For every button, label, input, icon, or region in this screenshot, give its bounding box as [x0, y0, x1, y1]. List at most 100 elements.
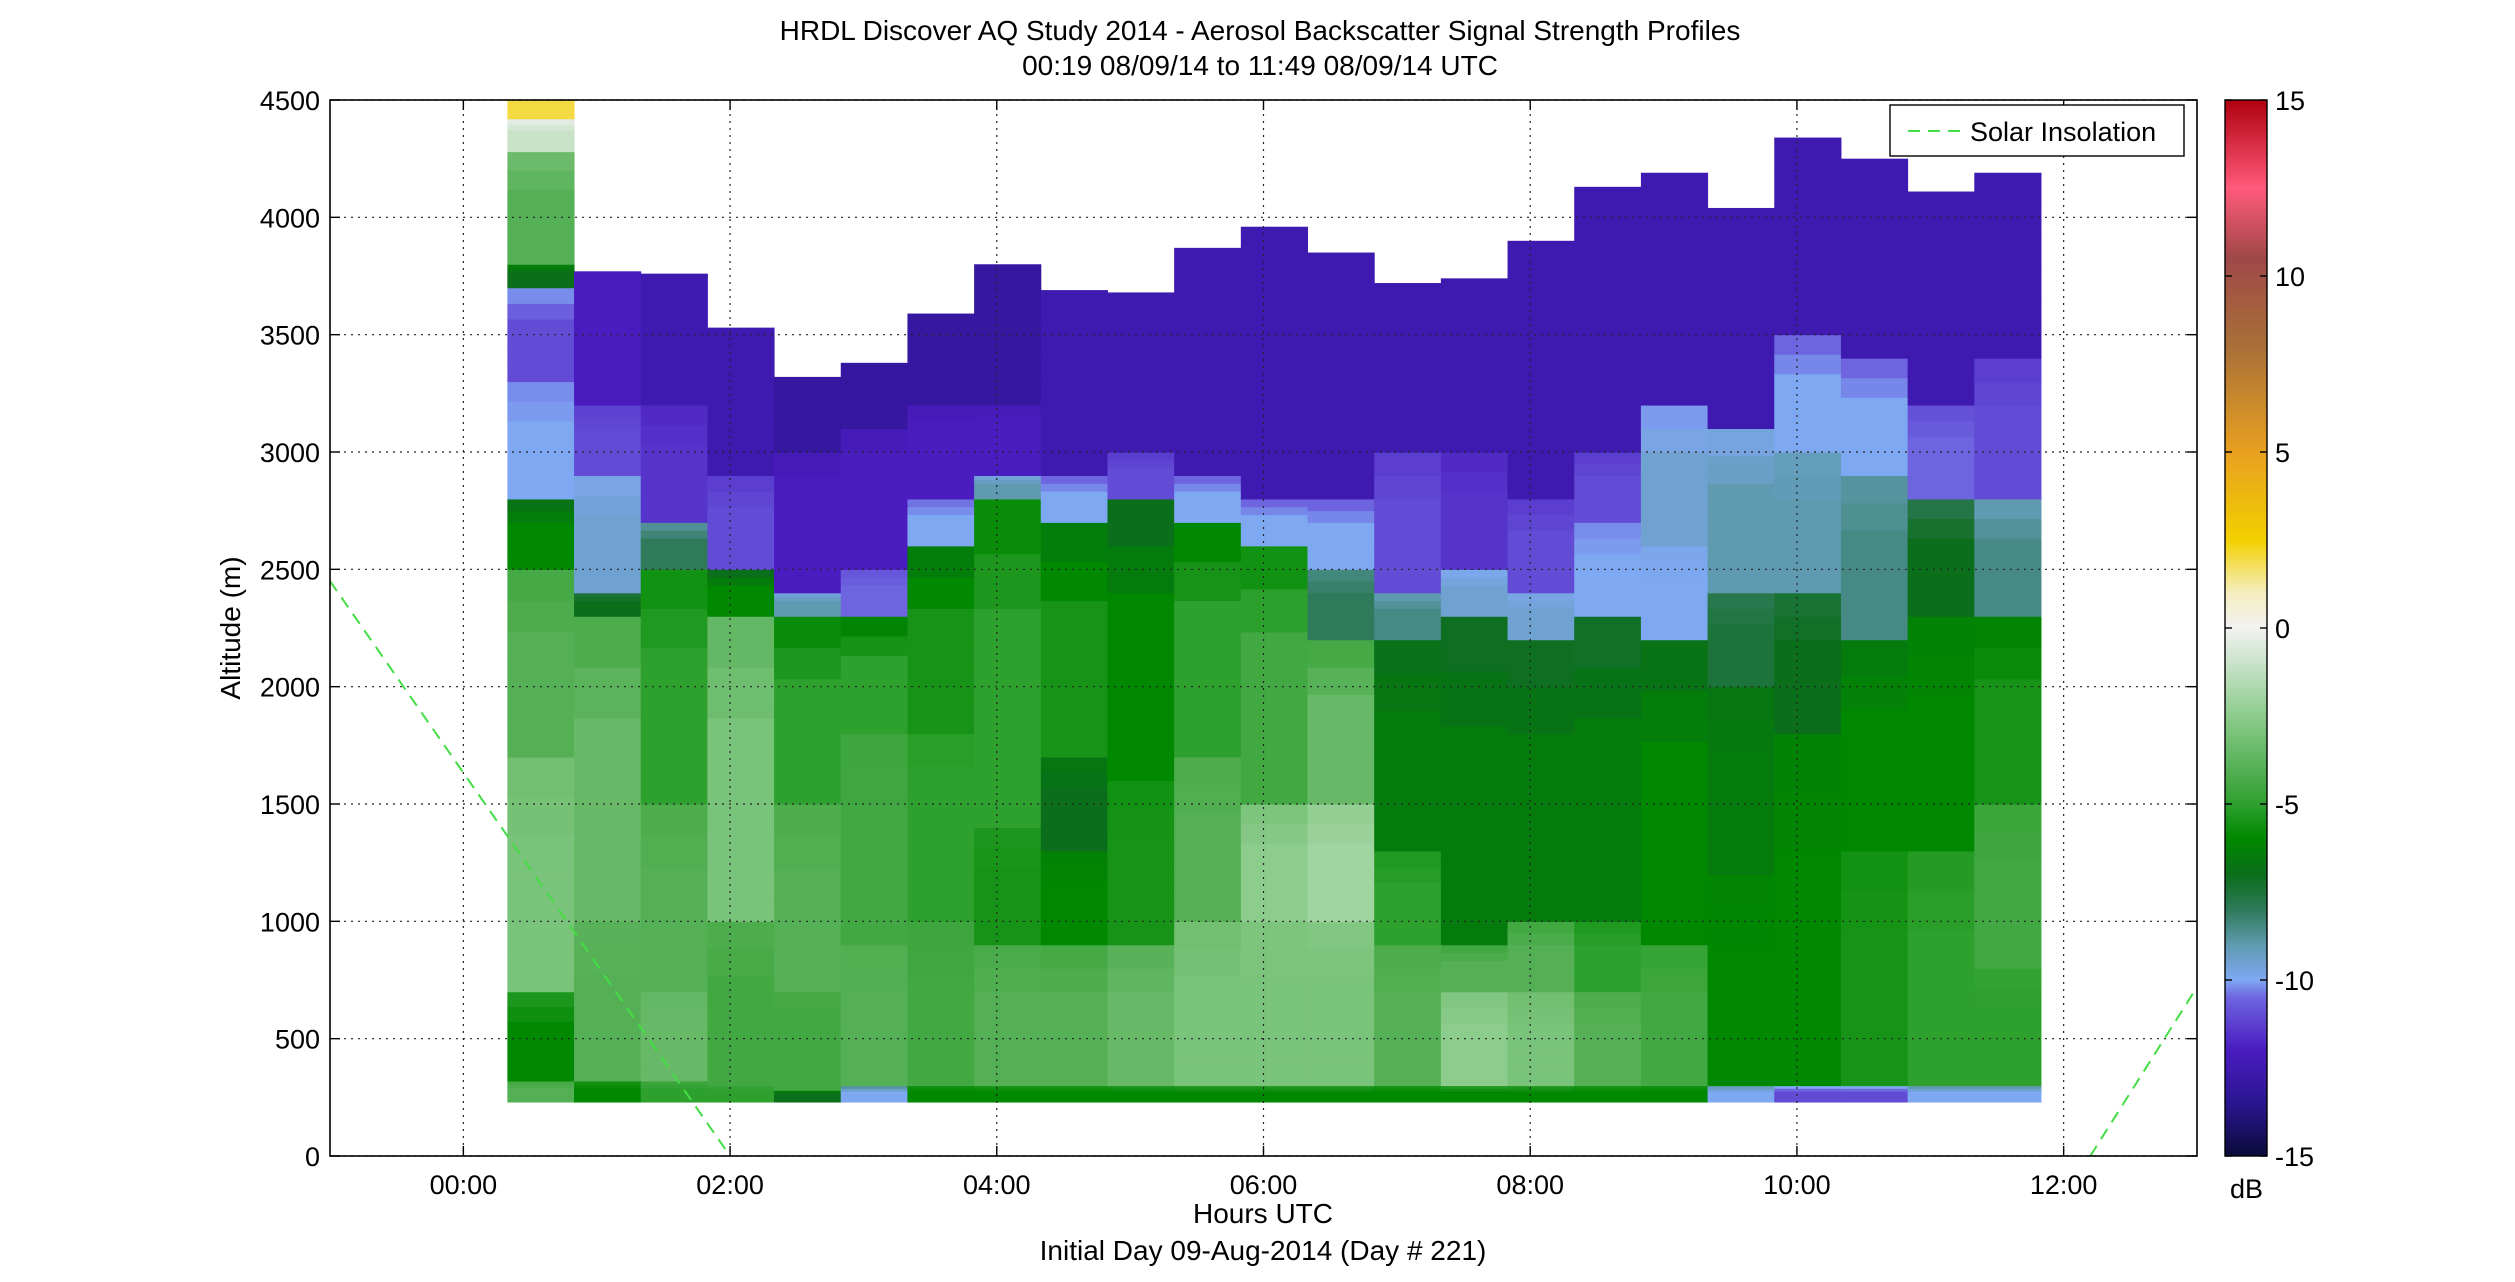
- heatmap-cell: [1840, 397, 1909, 418]
- heatmap-cell: [1774, 268, 1842, 303]
- x-ticks: 00:00 02:00 04:00 06:00 08:00 10:00 12:00: [430, 100, 2097, 1200]
- heatmap-cell: [1040, 788, 1108, 805]
- heatmap-cell: [1774, 475, 1842, 500]
- heatmap-cell: [1040, 483, 1108, 492]
- heatmap-cell: [574, 452, 642, 465]
- heatmap-cell: [574, 596, 642, 602]
- heatmap-cell: [1774, 1099, 1842, 1103]
- heatmap-cell: [1840, 890, 1909, 930]
- heatmap-cell: [1307, 901, 1375, 922]
- heatmap-cell: [1040, 491, 1108, 500]
- heatmap-cell: [907, 514, 975, 523]
- heatmap-cell: [774, 401, 842, 415]
- heatmap-cell: [507, 106, 575, 110]
- heatmap-cell: [507, 100, 575, 104]
- heatmap-cell: [1240, 1099, 1309, 1103]
- heatmap-cell: [907, 1099, 975, 1103]
- heatmap-cell: [1240, 901, 1309, 922]
- heatmap-cell: [1040, 882, 1108, 899]
- heatmap-cell: [1374, 639, 1442, 676]
- heatmap-cell: [1174, 948, 1242, 977]
- heatmap-cell: [1440, 1054, 1509, 1071]
- heatmap-cell: [640, 483, 708, 504]
- heatmap-cell: [1574, 819, 1642, 871]
- heatmap-cell: [840, 608, 908, 617]
- heatmap-cell: [1640, 1015, 1709, 1040]
- heatmap-cell: [1507, 412, 1575, 457]
- heatmap-cell: [1507, 956, 1575, 969]
- heatmap-cell: [1507, 455, 1575, 500]
- heatmap-cell: [507, 303, 575, 320]
- heatmap-cell: [840, 577, 908, 586]
- heatmap-cell: [1040, 290, 1108, 322]
- heatmap-cell: [907, 1085, 975, 1089]
- heatmap-cell: [974, 491, 1042, 496]
- heatmap-cell: [1840, 1093, 1909, 1098]
- heatmap-cell: [774, 426, 842, 440]
- heatmap-cell: [1307, 843, 1375, 864]
- heatmap-cell: [1707, 780, 1775, 813]
- heatmap-cell: [1907, 483, 1975, 500]
- heatmap-cell: [1774, 733, 1842, 793]
- heatmap-cell: [774, 1094, 842, 1097]
- heatmap-cell: [1307, 569, 1375, 582]
- heatmap-cell: [1774, 850, 1842, 911]
- heatmap-cell: [1974, 538, 2042, 559]
- heatmap-cell: [1707, 874, 1775, 911]
- heatmap-cell: [507, 279, 575, 285]
- heatmap-cell: [974, 1038, 1042, 1063]
- heatmap-cell: [574, 608, 642, 613]
- heatmap-cell: [574, 463, 642, 476]
- heatmap-cell: [1774, 663, 1842, 688]
- heatmap-cell: [907, 538, 975, 547]
- heatmap-cell: [840, 428, 908, 453]
- heatmap-cell: [640, 339, 708, 362]
- heatmap-cell: [507, 459, 575, 480]
- heatmap-cell: [907, 498, 975, 508]
- heatmap-cell: [1040, 929, 1108, 946]
- heatmap-cell: [1507, 577, 1575, 594]
- heatmap-cell: [1774, 686, 1842, 711]
- heatmap-cell: [1907, 298, 1975, 335]
- heatmap-cell: [574, 573, 642, 594]
- heatmap-cell: [840, 1093, 908, 1098]
- heatmap-cell: [840, 1099, 908, 1103]
- heatmap-cell: [907, 359, 975, 376]
- heatmap-cell: [840, 1096, 908, 1100]
- heatmap-cell: [1974, 203, 2042, 236]
- heatmap-cell: [1107, 483, 1175, 492]
- heatmap-cell: [907, 1003, 975, 1032]
- heatmap-cell: [1040, 944, 1108, 969]
- heatmap-cell: [507, 109, 575, 114]
- heatmap-cell: [1907, 369, 1975, 406]
- colorbar-tick-label: 0: [2275, 614, 2290, 644]
- heatmap-cell: [774, 612, 842, 617]
- heatmap-cell: [574, 514, 642, 535]
- heatmap-cell: [1907, 1099, 1975, 1103]
- heatmap-cell: [1440, 491, 1509, 512]
- heatmap-cell: [707, 608, 775, 617]
- heatmap-cell: [907, 506, 975, 516]
- heatmap-cell: [1307, 457, 1375, 500]
- heatmap-cell: [574, 440, 642, 453]
- heatmap-cell: [1240, 862, 1309, 883]
- heatmap-cell: [574, 947, 642, 976]
- heatmap-cell: [907, 796, 975, 828]
- heatmap-cell: [1907, 694, 1975, 735]
- heatmap-cell: [974, 463, 1042, 476]
- heatmap-cell: [1107, 862, 1175, 891]
- heatmap-cell: [574, 604, 642, 609]
- heatmap-cell: [1574, 980, 1642, 993]
- heatmap-cell: [1440, 968, 1509, 977]
- heatmap-cell: [1840, 850, 1909, 891]
- heatmap-cell: [1107, 319, 1175, 347]
- heatmap-cell: [640, 835, 708, 868]
- heatmap-cell: [1974, 498, 2042, 519]
- heatmap-cell: [1440, 952, 1509, 961]
- heatmap-cell: [1707, 624, 1775, 641]
- heatmap-cell: [1574, 407, 1642, 453]
- heatmap-cell: [974, 866, 1042, 887]
- heatmap-cell: [1707, 355, 1775, 393]
- heatmap-cell: [1174, 247, 1242, 287]
- heatmap-cell: [1774, 393, 1842, 414]
